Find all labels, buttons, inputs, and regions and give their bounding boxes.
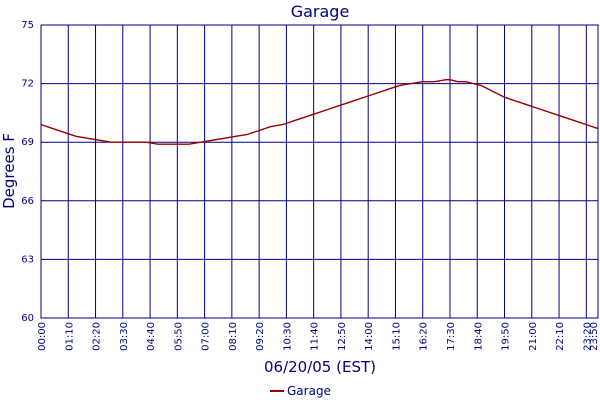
x-tick-label-0110: 01:10 <box>64 322 75 351</box>
y-tick-label-60: 60 <box>21 313 34 324</box>
grid <box>40 24 599 319</box>
x-tick-label-1140: 11:40 <box>310 322 321 351</box>
x-tick-label-0700: 07:00 <box>201 322 212 351</box>
x-tick-label-1730: 17:30 <box>446 322 457 351</box>
x-tick-label-1620: 16:20 <box>419 322 430 351</box>
plot-border <box>40 24 599 319</box>
series-line-garage <box>40 78 599 145</box>
x-tick-label-2210: 22:10 <box>555 322 566 351</box>
x-axis-ticks: 00:00 01:10 02:20 03:30 04:40 05:50 07:00 08:10… <box>37 322 600 351</box>
x-tick-label-0810: 08:10 <box>228 322 239 351</box>
x-tick-label-1400: 14:00 <box>364 322 375 351</box>
x-tick-label-2350: 23:50 <box>589 322 600 351</box>
x-tick-label-1840: 18:40 <box>473 322 484 351</box>
x-tick-label-0220: 02:20 <box>92 322 103 351</box>
x-tick-label-1250: 12:50 <box>337 322 348 351</box>
plot-frame <box>40 24 599 319</box>
series-layer <box>40 78 599 145</box>
legend: Garage <box>270 384 331 398</box>
x-tick-label-2320: 23:20 <box>582 322 593 351</box>
legend-label-garage: Garage <box>287 384 331 398</box>
x-tick-label-0330: 03:30 <box>119 322 130 351</box>
chart-title: Garage <box>291 2 350 21</box>
y-tick-label-75: 75 <box>21 20 34 31</box>
x-tick-label-0000: 00:00 <box>37 322 48 351</box>
y-tick-label-69: 69 <box>21 137 34 148</box>
y-tick-label-66: 66 <box>21 196 34 207</box>
x-tick-label-1510: 15:10 <box>391 322 402 351</box>
x-tick-label-0440: 04:40 <box>146 322 157 351</box>
x-tick-label-1030: 10:30 <box>282 322 293 351</box>
x-tick-label-0550: 05:50 <box>173 322 184 351</box>
y-tick-label-63: 63 <box>21 254 34 265</box>
x-axis-label: 06/20/05 (EST) <box>264 358 376 376</box>
x-tick-label-2100: 21:00 <box>528 322 539 351</box>
y-tick-label-72: 72 <box>21 79 34 90</box>
y-axis-label: Degrees F <box>0 133 18 209</box>
x-tick-label-0920: 09:20 <box>255 322 266 351</box>
x-tick-label-1950: 19:50 <box>501 322 512 351</box>
y-axis-ticks: 60 63 66 69 72 75 <box>21 20 34 324</box>
